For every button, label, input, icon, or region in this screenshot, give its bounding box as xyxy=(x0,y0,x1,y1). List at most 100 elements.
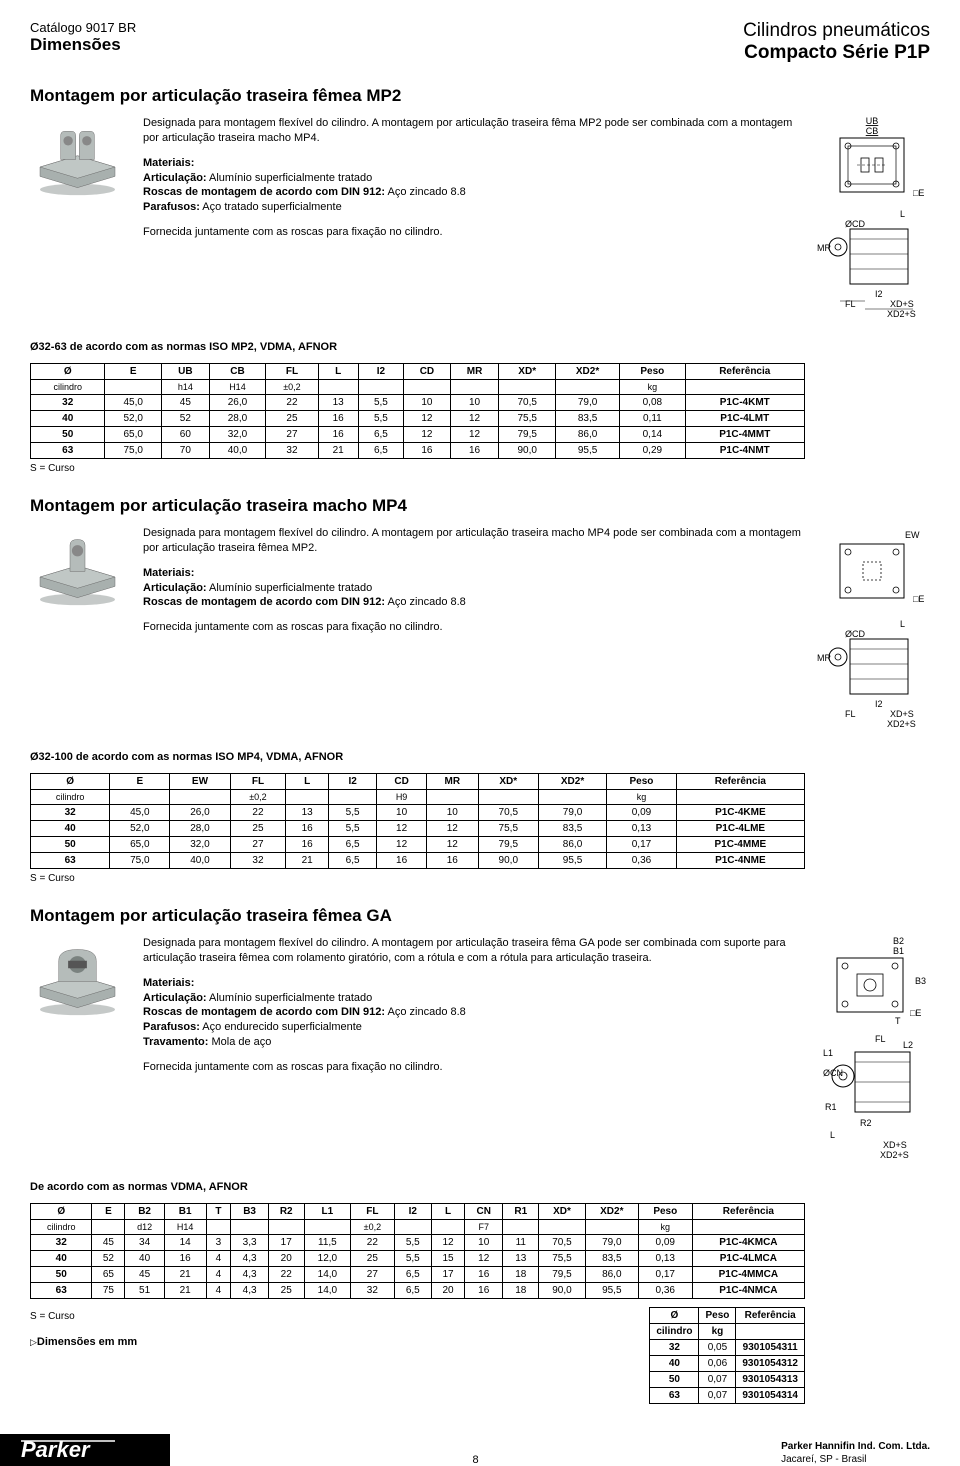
table-cell: 20 xyxy=(268,1251,304,1267)
dim-mm: ▷Dimensões em mm xyxy=(30,1336,495,1348)
table-cell: P1C-4MME xyxy=(676,837,804,853)
table-cell: 32 xyxy=(31,805,110,821)
table-row: 320,059301054311 xyxy=(650,1340,805,1356)
table-cell: 0,07 xyxy=(699,1372,736,1388)
svg-text:I2: I2 xyxy=(875,699,883,709)
table-header: Ø xyxy=(31,1204,92,1220)
table-cell: P1C-4KME xyxy=(676,805,804,821)
table-cell: 79,0 xyxy=(555,395,619,411)
table-cell: 17 xyxy=(432,1267,465,1283)
table-cell: 32 xyxy=(31,1235,92,1251)
svg-text:XD2+S: XD2+S xyxy=(887,719,916,729)
table-cell: 16 xyxy=(318,427,358,443)
table-cell: 95,5 xyxy=(585,1283,638,1299)
table-cell: P1C-4MMCA xyxy=(692,1267,804,1283)
table-subheader: cilindro xyxy=(31,1220,92,1235)
mp2-thumb xyxy=(30,122,125,197)
ga-thumb xyxy=(30,942,125,1017)
table-header: I2 xyxy=(328,774,376,790)
table-cell: 12 xyxy=(432,1235,465,1251)
table-cell: 0,17 xyxy=(638,1267,692,1283)
table-cell: 16 xyxy=(450,443,499,459)
table-subheader xyxy=(105,380,162,395)
table-subheader: kg xyxy=(699,1324,736,1340)
svg-text:L: L xyxy=(900,619,905,629)
footer-company: Parker Hannifin Ind. Com. Ltda. Jacareí,… xyxy=(781,1440,930,1466)
table-cell: 6,5 xyxy=(328,853,376,869)
table-cell: 12 xyxy=(426,821,478,837)
table-cell: 40 xyxy=(31,1251,92,1267)
table-cell: 40 xyxy=(31,821,110,837)
table-cell: 10 xyxy=(404,395,451,411)
table-cell: P1C-4LMT xyxy=(685,411,804,427)
table-cell: 52,0 xyxy=(110,821,170,837)
svg-text:XD+S: XD+S xyxy=(883,1140,907,1150)
ga-small-table: ØPesoReferênciacilindrokg320,05930105431… xyxy=(649,1307,805,1404)
mp4-title: Montagem por articulação traseira macho … xyxy=(30,496,930,516)
table-row: 6375,040,032216,5161690,095,50,36P1C-4NM… xyxy=(31,853,805,869)
series-label: Compacto Série P1P xyxy=(743,42,930,64)
mp2-diag-side: L ØCD MR I2 FL XD+S XD2+S xyxy=(815,209,930,324)
svg-text:L2: L2 xyxy=(903,1040,913,1050)
table-header: Ø xyxy=(650,1308,699,1324)
table-cell: 83,5 xyxy=(538,821,606,837)
table-cell: 83,5 xyxy=(555,411,619,427)
table-cell: 86,0 xyxy=(585,1267,638,1283)
table-cell: 12 xyxy=(465,1251,503,1267)
mp4-thumb xyxy=(30,532,125,607)
table-subheader xyxy=(685,380,804,395)
table-cell: 4 xyxy=(206,1251,231,1267)
table-cell: P1C-4LMCA xyxy=(692,1251,804,1267)
table-header: FL xyxy=(230,774,286,790)
table-cell: 21 xyxy=(164,1283,206,1299)
table-header: Referência xyxy=(685,364,804,380)
svg-text:□E: □E xyxy=(913,594,924,604)
svg-text:L: L xyxy=(900,209,905,219)
product-line: Cilindros pneumáticos xyxy=(743,20,930,42)
table-subheader xyxy=(692,1220,804,1235)
table-header: MR xyxy=(426,774,478,790)
table-cell: 0,09 xyxy=(607,805,677,821)
table-cell: 79,5 xyxy=(478,837,538,853)
table-cell: 95,5 xyxy=(555,443,619,459)
table-header: Referência xyxy=(736,1308,805,1324)
table-cell: 12 xyxy=(404,411,451,427)
catalog-label: Catálogo 9017 BR xyxy=(30,20,136,35)
table-cell: 15 xyxy=(432,1251,465,1267)
table-cell: 5,5 xyxy=(358,411,403,427)
table-cell: 12 xyxy=(450,427,499,443)
footer-logo: Parker xyxy=(0,1434,170,1466)
table-header: Ø xyxy=(31,364,105,380)
table-cell: 70,5 xyxy=(539,1235,586,1251)
table-cell: 0,09 xyxy=(638,1235,692,1251)
mp2-materials: Materiais: Articulação: Alumínio superfi… xyxy=(143,156,801,215)
table-cell: 32 xyxy=(266,443,319,459)
table-subheader xyxy=(231,1220,269,1235)
table-cell: 0,08 xyxy=(620,395,685,411)
svg-text:FL: FL xyxy=(875,1034,886,1044)
table-cell: 12,0 xyxy=(304,1251,351,1267)
table-subheader: d12 xyxy=(125,1220,164,1235)
table-cell: 0,29 xyxy=(620,443,685,459)
table-cell: 63 xyxy=(31,1283,92,1299)
table-cell: 50 xyxy=(31,427,105,443)
mp4-diag-side: L ØCD MR I2 FL XD+S XD2+S xyxy=(815,619,930,734)
table-header: E xyxy=(105,364,162,380)
table-subheader xyxy=(394,1220,432,1235)
table-header: E xyxy=(110,774,170,790)
table-cell: 13 xyxy=(318,395,358,411)
table-subheader xyxy=(92,1220,125,1235)
table-subheader xyxy=(404,380,451,395)
ga-title: Montagem por articulação traseira fêmea … xyxy=(30,906,930,926)
mp2-scurso: S = Curso xyxy=(30,463,805,474)
page-header: Catálogo 9017 BR Dimensões Cilindros pne… xyxy=(30,20,930,64)
table-cell: 40 xyxy=(31,411,105,427)
table-header: FL xyxy=(351,1204,394,1220)
table-row: 6375,07040,032216,5161690,095,50,29P1C-4… xyxy=(31,443,805,459)
table-subheader: H14 xyxy=(209,380,266,395)
table-cell: 4 xyxy=(206,1283,231,1299)
ga-table: ØEB2B1TB3R2L1FLI2LCNR1XD*XD2*PesoReferên… xyxy=(30,1203,805,1299)
table-header: XD* xyxy=(539,1204,586,1220)
table-cell: 21 xyxy=(286,853,329,869)
table-cell: 0,17 xyxy=(607,837,677,853)
